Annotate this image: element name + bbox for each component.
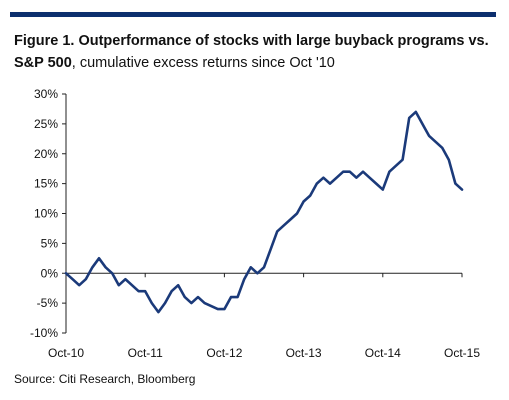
chart-title-subtitle: , cumulative excess returns since Oct '1…	[71, 55, 335, 71]
source-note: Source: Citi Research, Bloomberg	[14, 372, 196, 386]
y-tick-label: -5%	[37, 296, 59, 310]
x-tick-label: Oct-11	[128, 346, 163, 360]
y-tick-label: 25%	[34, 117, 58, 131]
chart-title-main: Figure 1. Outperformance of stocks with …	[14, 33, 489, 71]
y-tick-label: 15%	[34, 177, 58, 191]
x-tick-label: Oct-15	[444, 346, 480, 360]
series-line	[64, 110, 464, 314]
y-tick-label: -10%	[30, 326, 58, 340]
y-tick-label: 30%	[34, 87, 58, 101]
y-tick-label: 5%	[41, 236, 59, 250]
top-rule	[10, 12, 496, 17]
chart-title: Figure 1. Outperformance of stocks with …	[14, 30, 494, 74]
y-tick-label: 0%	[41, 266, 59, 280]
x-tick-label: Oct-13	[286, 346, 322, 360]
x-tick-label: Oct-12	[206, 346, 242, 360]
y-tick-label: 20%	[34, 147, 58, 161]
x-tick-label: Oct-10	[48, 346, 84, 360]
y-tick-label: 10%	[34, 207, 58, 221]
x-tick-label: Oct-14	[365, 346, 401, 360]
